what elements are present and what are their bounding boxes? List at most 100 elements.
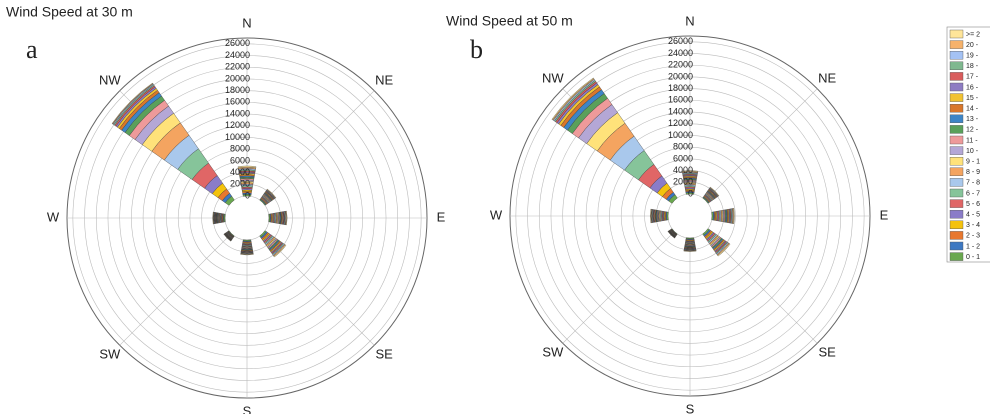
legend-swatch [949,167,964,177]
legend-swatch [949,29,964,39]
r-tick-label: 20000 [668,71,693,81]
wind-segment [717,243,731,257]
r-tick-label: 16000 [225,97,250,107]
legend-swatch [949,135,964,145]
legend-label: 19 - [966,53,979,60]
legend-label: 10 - [966,148,979,155]
r-tick-label: 12000 [668,118,693,128]
legend-swatch [949,61,964,70]
r-tick-label: 12000 [225,120,250,130]
direction-label: N [242,15,251,30]
r-tick-label: 0 [245,190,250,200]
spoke [119,233,232,346]
legend-swatch [949,178,964,187]
legend-swatch [949,125,964,134]
r-tick-label: 6000 [230,155,250,165]
wind-segment [285,210,288,226]
wind-segment [683,250,697,252]
legend-swatch [949,241,964,251]
wind-segment [732,208,735,224]
r-tick-label: 6000 [673,153,693,163]
legend-label: 7 - 8 [966,180,980,187]
legend-swatch [949,188,964,198]
r-tick-label: 20000 [225,73,250,83]
wind-segment [667,231,675,239]
wind-segment [709,186,720,197]
panel-label: b [470,35,483,64]
spoke [705,88,818,201]
legend-swatch [949,252,964,261]
legend-label: 9 - 1 [966,159,980,166]
legend-swatch [949,72,964,81]
r-tick-label: 2000 [230,179,250,189]
legend-label: 11 - [966,137,978,144]
r-tick-label: 22000 [225,62,250,72]
legend-swatch [949,51,964,60]
legend-label: 0 - 1 [966,254,980,261]
legend-swatch [949,40,964,49]
wind-segment [212,211,214,225]
spoke [262,90,375,203]
legend-swatch [949,209,964,219]
legend-swatch [949,103,964,113]
direction-label: SE [819,345,837,360]
r-tick-label: 18000 [225,85,250,95]
r-tick-label: 26000 [225,38,250,48]
legend-label: 20 - [966,42,979,49]
legend-label: 8 - 9 [966,169,980,176]
legend-label: >= 2 [966,31,980,38]
legend-label: 18 - [966,63,979,70]
wind-segment [266,188,277,199]
r-tick-label: 26000 [668,36,693,46]
wind-segment [240,253,254,256]
wind-segment [223,233,232,242]
direction-label: S [243,403,252,414]
legend-swatch [949,82,964,92]
spoke [562,231,675,344]
wind-segment [650,208,652,224]
legend-label: 14 - [966,106,979,113]
legend-label: 12 - [966,127,979,134]
direction-label: NW [99,72,121,87]
legend-swatch [949,156,964,166]
direction-label: SW [99,347,121,362]
wind-segment [273,244,287,258]
legend-swatch [949,146,964,155]
legend-label: 2 - 3 [966,233,980,240]
legend-swatch [949,199,964,208]
wind-segment [237,165,257,169]
panel-label: a [26,35,38,64]
direction-label: E [437,209,446,224]
r-tick-label: 4000 [673,165,693,175]
legend-label: 3 - 4 [966,222,980,229]
r-tick-label: 8000 [230,144,250,154]
r-tick-label: 24000 [668,48,693,58]
r-tick-label: 10000 [225,132,250,142]
direction-label: N [685,13,694,28]
legend-label: 17 - [966,74,979,81]
legend-label: 4 - 5 [966,212,980,219]
legend-swatch [949,231,964,240]
direction-label: NE [375,72,393,87]
wind-segment [551,77,595,121]
r-tick-label: 0 [688,188,693,198]
legend-label: 13 - [966,116,979,123]
legend-swatch [949,220,964,230]
wind-segment [111,82,154,125]
legend-swatch [949,93,964,102]
r-tick-label: 8000 [673,142,693,152]
legend-swatch [949,114,964,124]
direction-label: W [47,209,60,224]
r-tick-label: 10000 [668,130,693,140]
legend-label: 1 - 2 [966,243,980,250]
legend-label: 16 - [966,84,979,91]
direction-label: NE [818,70,836,85]
r-tick-label: 18000 [668,83,693,93]
chart-title: Wind Speed at 30 m [6,4,133,20]
direction-label: SE [376,347,394,362]
chart-title: Wind Speed at 50 m [446,13,573,29]
r-tick-label: 4000 [230,167,250,177]
direction-label: W [490,207,503,222]
